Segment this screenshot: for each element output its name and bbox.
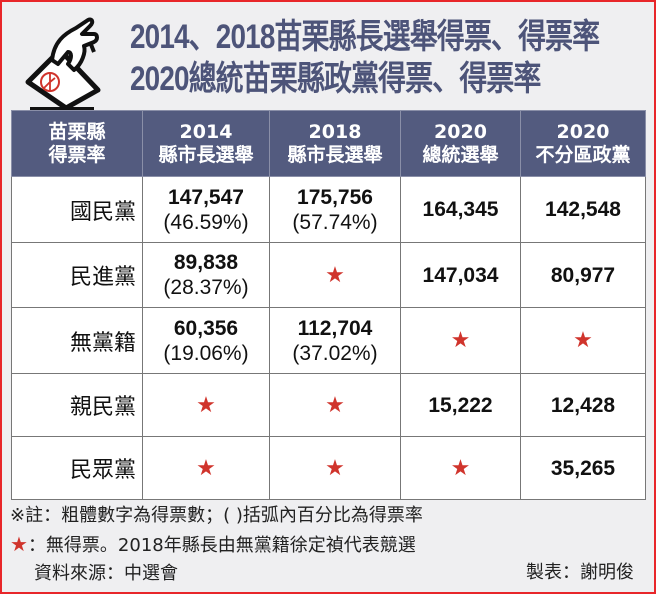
vote-share: (28.37%)	[163, 276, 249, 299]
header-line: 不分區政黨	[535, 143, 631, 166]
note-star-text: ：無得票。2018年縣長由無黨籍徐定禎代表競選	[27, 535, 416, 556]
vote-count: 15,222	[428, 393, 493, 417]
vote-share: (37.02%)	[292, 341, 378, 365]
star-icon: ★	[10, 532, 28, 556]
vote-count: 60,356	[173, 316, 239, 340]
results-table: 苗栗縣 得票率 2014 縣市長選舉 2018 縣市長選舉 2020 總統選舉 2020…	[11, 110, 646, 500]
star-icon: ★	[450, 328, 471, 353]
header-2020-party-list: 2020 不分區政黨	[520, 110, 646, 177]
table-cell: 89,838 (28.37%)	[142, 242, 270, 308]
vote-count: 89,838	[173, 251, 239, 274]
star-icon: ★	[325, 455, 345, 481]
party-name: 民進黨	[11, 242, 143, 308]
table-cell: 175,756 (57.74%)	[269, 176, 401, 243]
vote-count: 12,428	[550, 393, 616, 417]
table-cell: 147,547 (46.59%)	[142, 176, 270, 243]
source-text: 資料來源：中選會	[34, 563, 178, 584]
star-icon: ★	[450, 455, 471, 481]
vote-count: 142,548	[545, 198, 621, 221]
table-cell: 142,548	[520, 176, 646, 243]
vote-count: 35,265	[550, 456, 616, 480]
party-name: 國民黨	[11, 176, 143, 243]
title-line-1: 2014、2018苗栗縣長選舉得票、得票率	[130, 18, 600, 56]
table-cell: ★	[520, 307, 646, 374]
party-name: 民眾黨	[11, 436, 143, 500]
table-cell: 80,977	[520, 242, 646, 308]
ballot-box-vote-icon	[25, 17, 101, 113]
party-name: 親民黨	[11, 373, 143, 437]
party-name: 無黨籍	[11, 307, 143, 374]
table-cell: ★	[142, 373, 270, 437]
vote-count: 175,756	[297, 185, 373, 209]
table-row: 親民黨 ★ ★ 15,222 12,428	[11, 373, 646, 437]
vote-share: (57.74%)	[292, 210, 378, 234]
header-line: 縣市長選舉	[287, 143, 383, 166]
table-cell: ★	[269, 373, 401, 437]
header-county: 苗栗縣 得票率	[11, 110, 143, 177]
table-cell: ★	[269, 436, 401, 500]
note-star-meaning: ★：無得票。2018年縣長由無黨籍徐定禎代表競選	[10, 530, 423, 560]
table-cell: ★	[400, 436, 521, 500]
vote-share: (46.59%)	[163, 210, 249, 234]
table-cell: 35,265	[520, 436, 646, 500]
header-2014-mayor: 2014 縣市長選舉	[142, 110, 270, 177]
table-cell: ★	[269, 242, 401, 308]
table-cell: 147,034	[400, 242, 521, 308]
star-icon: ★	[573, 328, 593, 353]
table-row: 國民黨 147,547 (46.59%) 175,756 (57.74%) 164,…	[11, 176, 646, 243]
table-cell: 12,428	[520, 373, 646, 437]
vote-count: 112,704	[297, 316, 373, 340]
table-cell: 164,345	[400, 176, 521, 243]
footnotes: ※註：粗體數字為得票數；( )括弧內百分比為得票率 ★：無得票。2018年縣長由…	[10, 502, 423, 588]
vote-count: 80,977	[550, 263, 616, 287]
table-cell: ★	[142, 436, 270, 500]
vote-count: 164,345	[422, 198, 499, 221]
header-line: 2018	[308, 120, 362, 143]
credit-text: 製表：謝明俊	[526, 562, 634, 583]
title-line-2: 2020總統苗栗縣政黨得票、得票率	[130, 60, 541, 98]
vote-count: 147,547	[168, 185, 244, 209]
header-line: 總統選舉	[422, 143, 499, 166]
table-cell: ★	[400, 307, 521, 374]
table-row: 民眾黨 ★ ★ ★ 35,265	[11, 436, 646, 500]
star-icon: ★	[325, 392, 345, 418]
note-bold-meaning: ※註：粗體數字為得票數；( )括弧內百分比為得票率	[10, 505, 423, 526]
header-line: 苗栗縣	[48, 120, 106, 143]
star-icon: ★	[196, 392, 216, 418]
header-2018-mayor: 2018 縣市長選舉	[269, 110, 401, 177]
header-line: 2014	[179, 120, 233, 143]
header-line: 得票率	[48, 143, 106, 166]
table-cell: 60,356 (19.06%)	[142, 307, 270, 374]
page-title: 2014、2018苗栗縣長選舉得票、得票率 2020總統苗栗縣政黨得票、得票率	[130, 16, 600, 100]
table-cell: 15,222	[400, 373, 521, 437]
header-line: 2020	[556, 120, 610, 143]
vote-share: (19.06%)	[163, 341, 249, 365]
header-line: 2020	[434, 120, 487, 143]
header-2020-president: 2020 總統選舉	[400, 110, 521, 177]
star-icon: ★	[196, 455, 216, 481]
vote-count: 147,034	[422, 263, 499, 287]
table-header-row: 苗栗縣 得票率 2014 縣市長選舉 2018 縣市長選舉 2020 總統選舉 2020…	[11, 110, 646, 177]
table-row: 民進黨 89,838 (28.37%) ★ 147,034 80,977	[11, 242, 646, 308]
table-cell: 112,704 (37.02%)	[269, 307, 401, 374]
star-icon: ★	[325, 262, 345, 288]
table-row: 無黨籍 60,356 (19.06%) 112,704 (37.02%) ★ ★	[11, 307, 646, 374]
header-line: 縣市長選舉	[158, 143, 254, 166]
